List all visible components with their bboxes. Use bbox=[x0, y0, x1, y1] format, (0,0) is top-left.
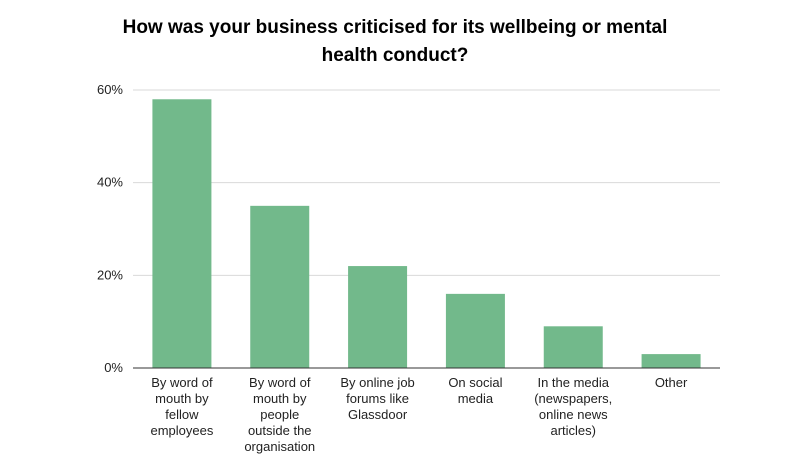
x-category-label-line: forums like bbox=[346, 391, 409, 406]
bar bbox=[152, 99, 212, 369]
x-category-label: On social media bbox=[448, 375, 502, 406]
x-category-label: By word of mouth by people outside the organ… bbox=[244, 375, 315, 454]
bar bbox=[543, 326, 603, 368]
x-category-label-line: mouth by bbox=[253, 391, 307, 406]
chart-title-line-2: health conduct? bbox=[321, 45, 469, 66]
bar bbox=[641, 354, 701, 368]
x-category-label-line: Glassdoor bbox=[348, 407, 408, 422]
x-category-label-line: organisation bbox=[244, 439, 315, 454]
x-category-label-line: (newspapers, bbox=[534, 391, 612, 406]
x-category-label-line: By online job bbox=[340, 375, 414, 390]
y-tick-label: 40% bbox=[97, 175, 123, 190]
x-category-label: By word of mouth by fellow employees bbox=[150, 375, 213, 438]
x-category-label-line: On social bbox=[448, 375, 502, 390]
bar bbox=[445, 293, 505, 368]
x-category-label-line: fellow bbox=[165, 407, 199, 422]
chart-title-line-1: How was your business criticised for its… bbox=[122, 17, 668, 38]
x-category-label-line: articles) bbox=[550, 423, 596, 438]
x-category-label-line: In the media bbox=[537, 375, 609, 390]
y-tick-label: 20% bbox=[97, 267, 123, 282]
x-category-label-line: media bbox=[458, 391, 494, 406]
x-category-label-line: outside the bbox=[248, 423, 312, 438]
x-category-label-line: people bbox=[260, 407, 299, 422]
x-category-label: Other bbox=[655, 375, 688, 390]
x-category-label: In the media (newspapers, online news artic… bbox=[534, 375, 612, 438]
x-category-label-line: employees bbox=[150, 423, 213, 438]
x-category-label-line: mouth by bbox=[155, 391, 209, 406]
chart-title: How was your business criticised for its… bbox=[0, 14, 790, 70]
x-category-label-line: By word of bbox=[249, 375, 311, 390]
y-tick-label: 0% bbox=[104, 360, 123, 375]
bar bbox=[348, 266, 408, 368]
x-category-label: By online job forums like Glassdoor bbox=[340, 375, 414, 422]
y-tick-label: 60% bbox=[97, 82, 123, 97]
x-category-label-line: By word of bbox=[151, 375, 213, 390]
x-category-label-line: Other bbox=[655, 375, 688, 390]
bar bbox=[250, 205, 310, 368]
x-category-label-line: online news bbox=[539, 407, 608, 422]
